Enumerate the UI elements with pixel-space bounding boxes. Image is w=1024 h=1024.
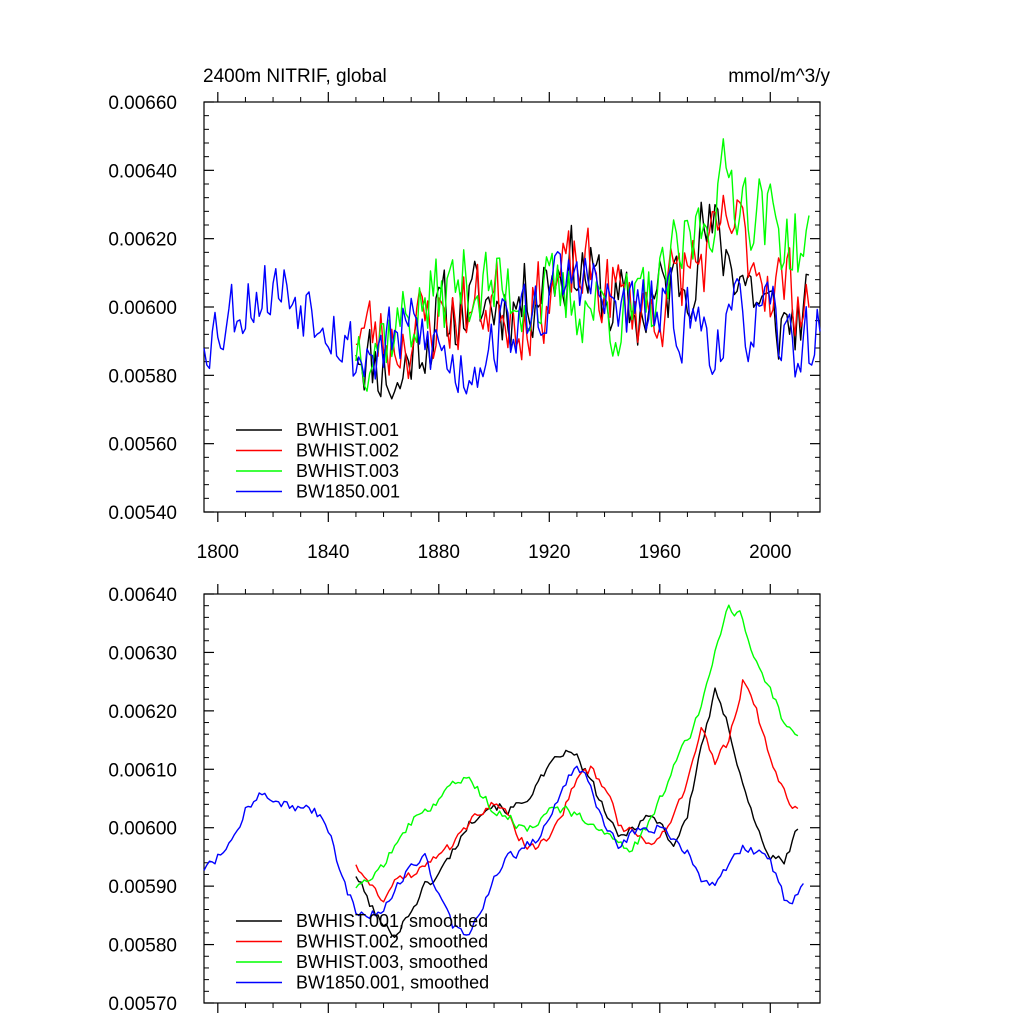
top-panel-axes: 0.00540 0.00560 0.00580 0.00600 0.00620 0.006… <box>108 92 821 563</box>
series-line-2 <box>355 194 810 380</box>
x-tick-label: 1840 <box>307 542 349 563</box>
series-line-4 <box>203 765 804 936</box>
series-line-4 <box>203 250 821 395</box>
y-tick-label: 0.00570 <box>108 994 177 1015</box>
x-tick-label: 1920 <box>528 542 570 563</box>
legend-label: BWHIST.001 <box>296 420 399 440</box>
x-tick-label: 1880 <box>418 542 460 563</box>
legend-label: BWHIST.001, smoothed <box>296 911 488 931</box>
top-panel-title: 2400m NITRIF, global <box>203 66 387 87</box>
y-tick-label: 0.00630 <box>108 643 177 664</box>
y-tick-label: 0.00560 <box>108 435 177 456</box>
y-tick-label: 0.00620 <box>108 230 177 251</box>
y-tick-label: 0.00600 <box>108 819 177 840</box>
bottom-panel-series <box>203 604 804 938</box>
legend-label: BWHIST.002 <box>296 441 399 461</box>
series-line-3 <box>355 604 799 889</box>
x-tick-label: 2000 <box>749 542 791 563</box>
y-tick-label: 0.00590 <box>108 877 177 898</box>
series-line-2 <box>355 679 799 903</box>
series-line-1 <box>355 687 799 938</box>
top-panel: 2400m NITRIF, global mmol/m^3/y 0.005400… <box>108 66 830 563</box>
series-line-3 <box>355 138 810 392</box>
y-tick-label: 0.00540 <box>108 503 177 524</box>
legend-label: BWHIST.003 <box>296 461 399 481</box>
y-tick-label: 0.00660 <box>108 93 177 114</box>
top-panel-units: mmol/m^3/y <box>728 66 830 87</box>
legend-label: BWHIST.002, smoothed <box>296 932 488 952</box>
y-tick-label: 0.00580 <box>108 936 177 957</box>
top-panel-series <box>203 138 821 400</box>
x-tick-label: 1800 <box>197 542 239 563</box>
y-tick-label: 0.00640 <box>108 161 177 182</box>
plot-frame <box>203 593 821 1004</box>
y-tick-label: 0.00610 <box>108 760 177 781</box>
y-tick-label: 0.00580 <box>108 366 177 387</box>
legend-label: BW1850.001 <box>296 482 400 502</box>
y-tick-label: 0.00600 <box>108 298 177 319</box>
x-tick-label: 1960 <box>639 542 681 563</box>
legend-label: BWHIST.003, smoothed <box>296 952 488 972</box>
bottom-panel-axes: 0.00570 0.00580 0.00590 0.00600 0.00610 0.006… <box>108 584 821 1015</box>
bottom-panel: 0.00570 0.00580 0.00590 0.00600 0.00610 0.006… <box>108 584 821 1015</box>
legend-label: BW1850.001, smoothed <box>296 973 489 993</box>
y-tick-label: 0.00620 <box>108 702 177 723</box>
y-tick-label: 0.00640 <box>108 585 177 606</box>
